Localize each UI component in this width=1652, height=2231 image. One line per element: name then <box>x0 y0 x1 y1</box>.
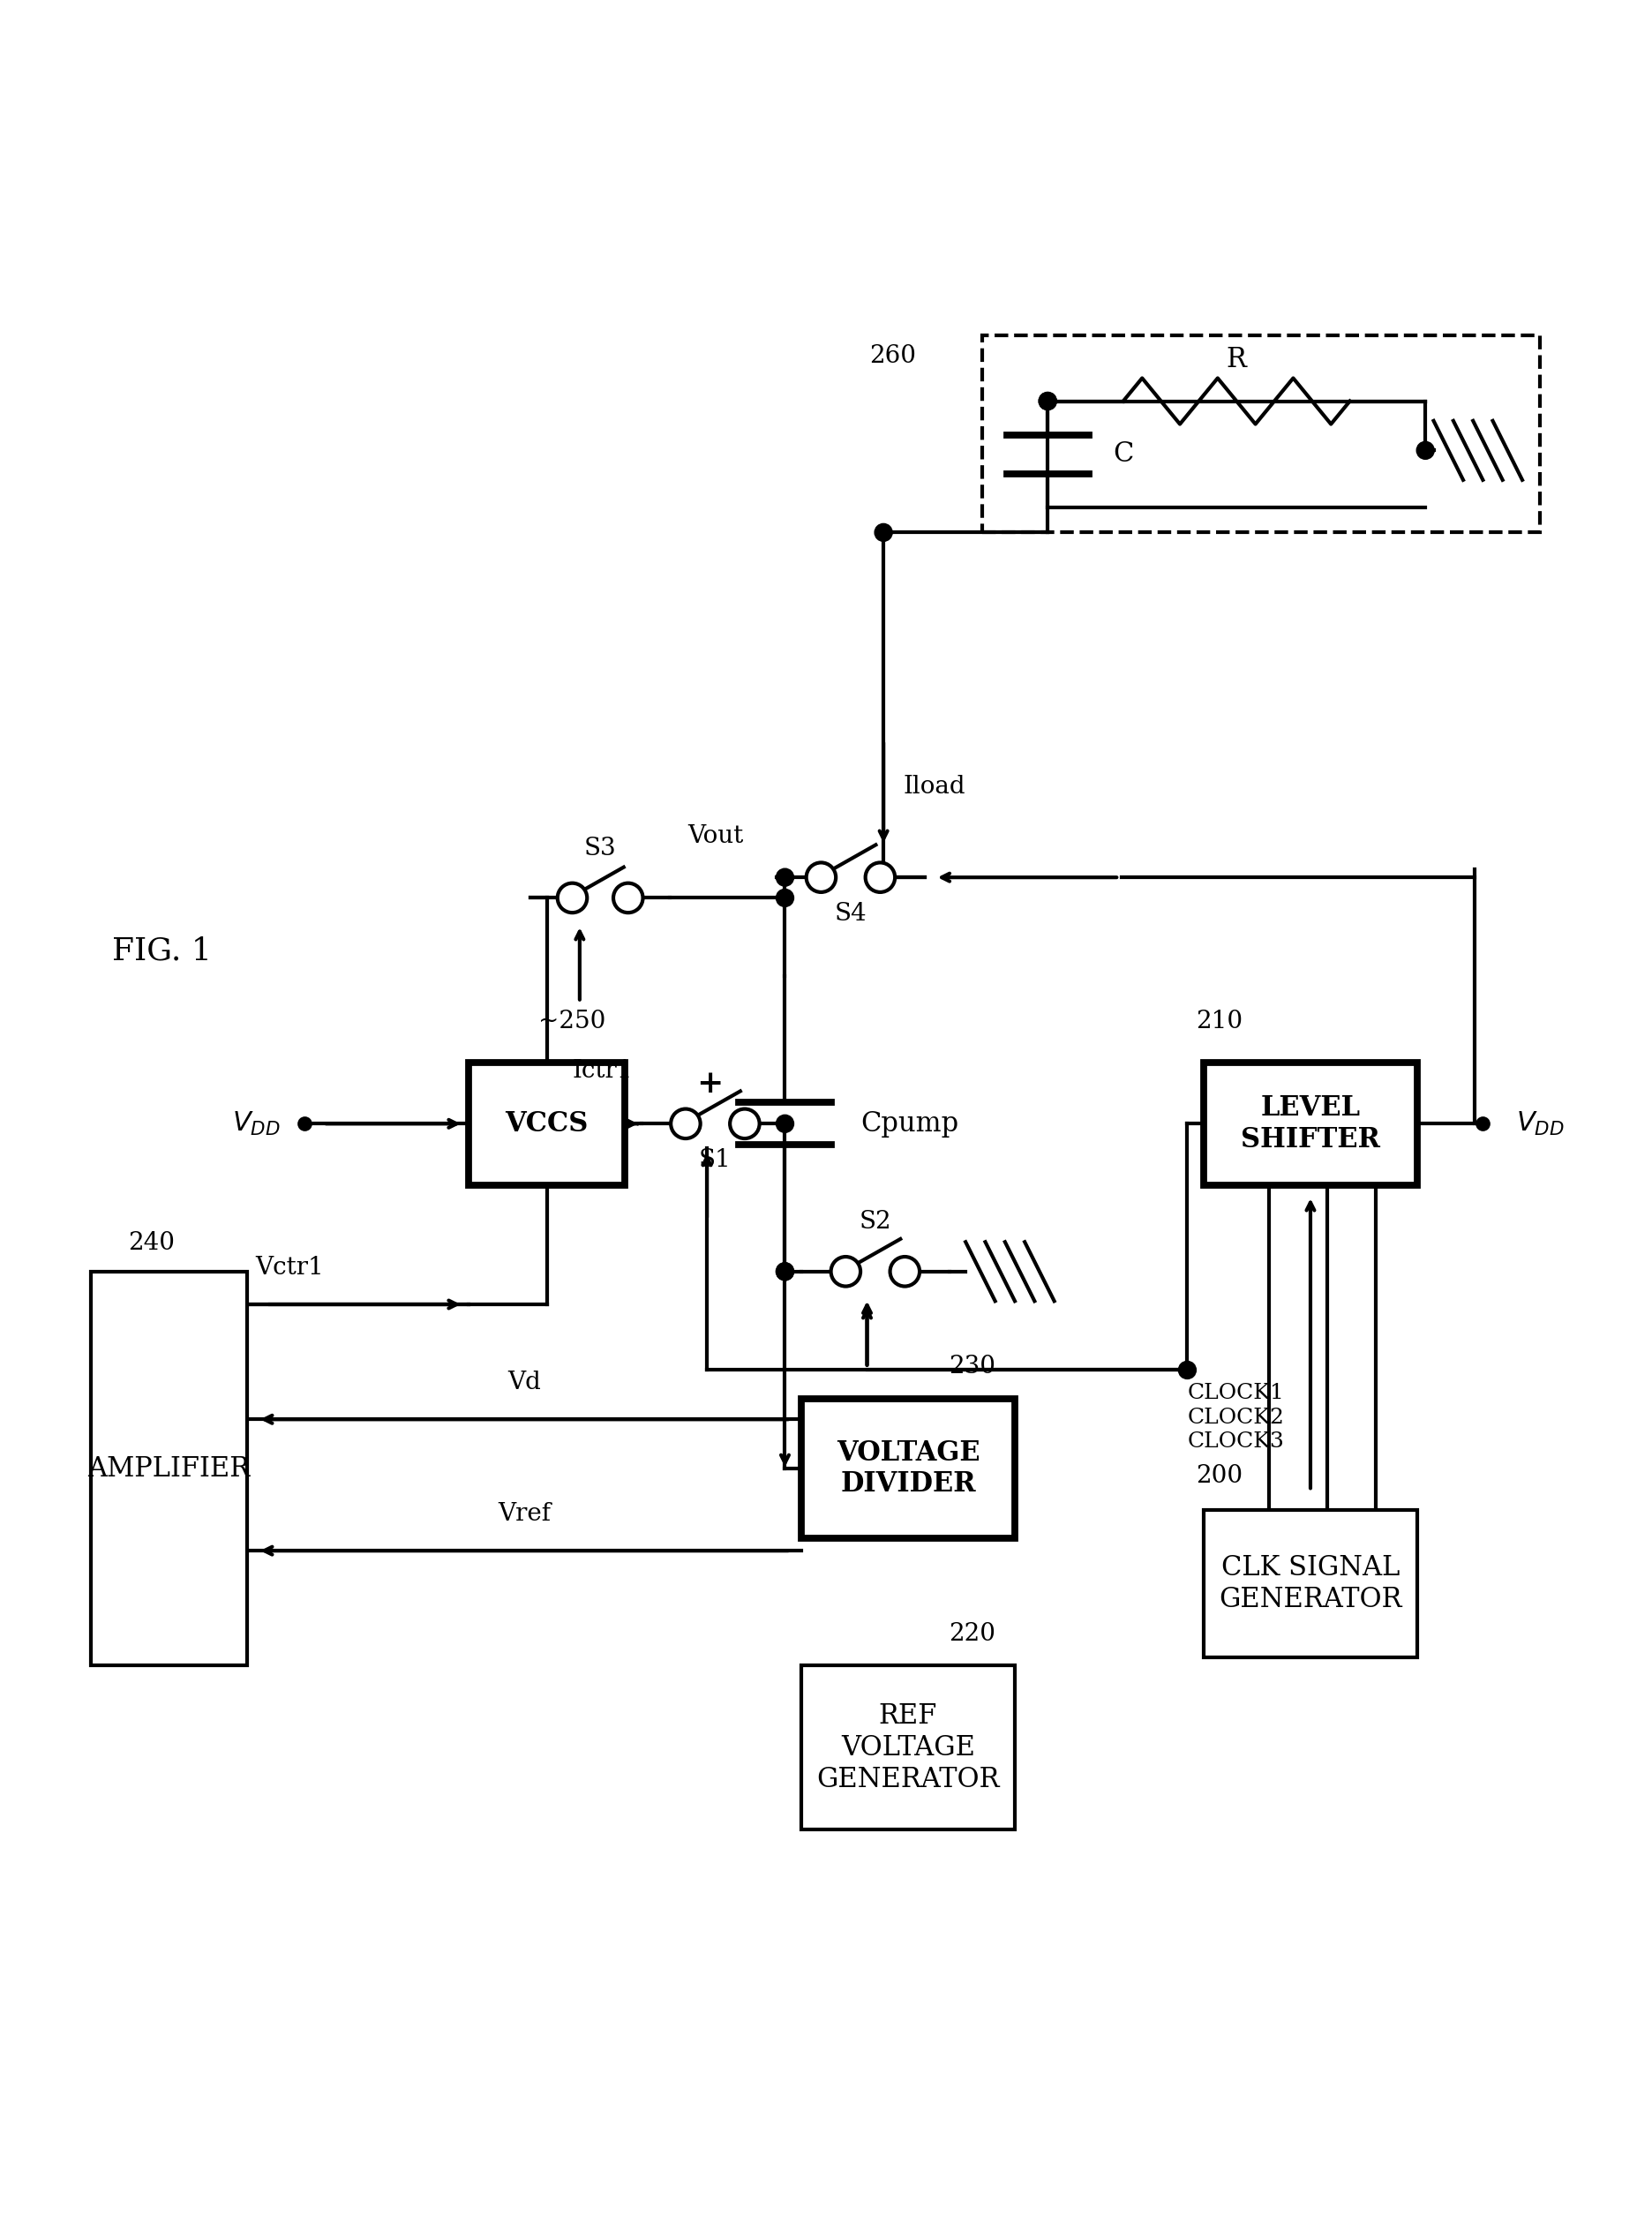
Text: VCCS: VCCS <box>506 1111 588 1138</box>
Text: 200: 200 <box>1196 1464 1242 1488</box>
Circle shape <box>876 524 892 540</box>
Circle shape <box>776 1263 793 1281</box>
Circle shape <box>776 890 793 906</box>
Text: Iload: Iload <box>904 774 965 799</box>
Circle shape <box>776 1263 793 1281</box>
Circle shape <box>776 870 793 886</box>
Text: Vref: Vref <box>497 1501 550 1526</box>
Circle shape <box>831 1256 861 1287</box>
Text: Vctr1: Vctr1 <box>256 1256 324 1281</box>
Text: CLOCK1: CLOCK1 <box>1188 1383 1284 1403</box>
Text: S3: S3 <box>585 837 616 861</box>
Text: 260: 260 <box>869 344 917 368</box>
Bar <box>1204 1510 1417 1658</box>
Circle shape <box>866 863 895 892</box>
Text: Cpump: Cpump <box>861 1111 958 1138</box>
Circle shape <box>806 863 836 892</box>
Bar <box>469 1062 624 1185</box>
Text: 210: 210 <box>1196 1011 1242 1033</box>
Text: 230: 230 <box>950 1354 996 1379</box>
Circle shape <box>1417 442 1434 460</box>
Text: $V_{DD}$: $V_{DD}$ <box>1517 1111 1564 1138</box>
Text: REF
VOLTAGE
GENERATOR: REF VOLTAGE GENERATOR <box>816 1702 999 1794</box>
Text: FIG. 1: FIG. 1 <box>112 937 211 966</box>
Bar <box>801 1667 1014 1829</box>
Bar <box>1204 1062 1417 1185</box>
Text: R: R <box>1226 346 1247 375</box>
Circle shape <box>557 883 586 912</box>
Text: $V_{DD}$: $V_{DD}$ <box>231 1111 279 1138</box>
Text: Vd: Vd <box>507 1370 540 1394</box>
Text: S1: S1 <box>699 1149 732 1171</box>
Text: LEVEL
SHIFTER: LEVEL SHIFTER <box>1241 1093 1379 1153</box>
Text: VOLTAGE
DIVIDER: VOLTAGE DIVIDER <box>836 1439 980 1497</box>
Circle shape <box>776 1116 793 1131</box>
Bar <box>91 1272 248 1667</box>
Text: 240: 240 <box>129 1232 175 1256</box>
Circle shape <box>1039 393 1056 408</box>
Circle shape <box>1180 1361 1196 1379</box>
Circle shape <box>671 1109 700 1138</box>
Circle shape <box>730 1109 760 1138</box>
Text: +: + <box>695 1069 724 1100</box>
Text: CLOCK2: CLOCK2 <box>1188 1408 1284 1428</box>
Text: CLOCK3: CLOCK3 <box>1188 1432 1284 1452</box>
Bar <box>801 1399 1014 1539</box>
Text: C: C <box>1113 442 1133 469</box>
Circle shape <box>890 1256 920 1287</box>
Circle shape <box>1039 393 1056 408</box>
Circle shape <box>613 883 643 912</box>
Text: S2: S2 <box>859 1211 892 1234</box>
Text: AMPLIFIER: AMPLIFIER <box>88 1455 251 1481</box>
Text: Ictr1: Ictr1 <box>573 1060 633 1082</box>
Text: CLK SIGNAL
GENERATOR: CLK SIGNAL GENERATOR <box>1219 1555 1403 1613</box>
Text: 220: 220 <box>950 1622 996 1646</box>
Text: S4: S4 <box>834 901 867 926</box>
Text: ~250: ~250 <box>539 1011 606 1033</box>
Bar <box>981 335 1540 533</box>
Text: Vout: Vout <box>689 823 743 848</box>
